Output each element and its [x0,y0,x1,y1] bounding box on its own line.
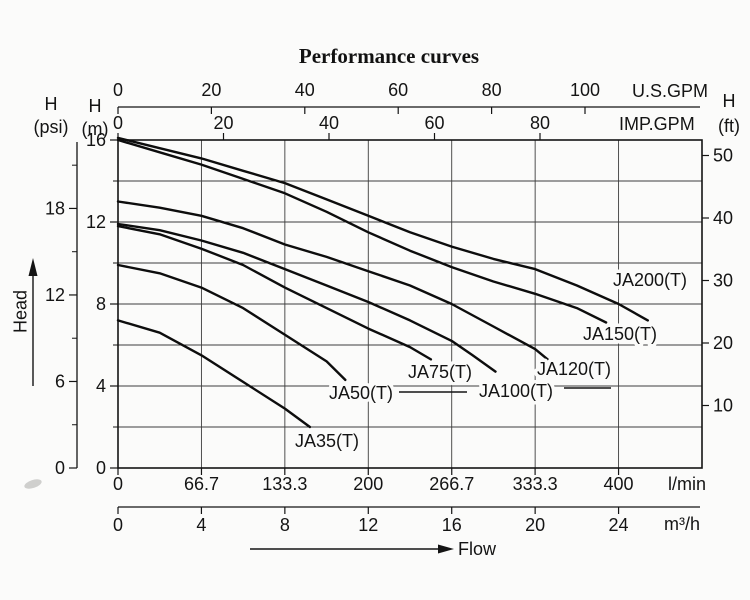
svg-text:40: 40 [713,208,733,228]
head-m-axis-unit: (m) [81,119,109,139]
m3h-axis-label: m³/h [664,514,700,534]
head-ft-axis-title: H [722,91,736,111]
svg-text:20: 20 [201,80,221,100]
svg-text:4: 4 [96,376,106,396]
flow-arrow-head-icon [438,544,454,554]
svg-text:40: 40 [319,113,339,133]
svg-text:JA75(T): JA75(T) [408,362,472,382]
svg-text:40: 40 [295,80,315,100]
svg-text:100: 100 [570,80,600,100]
plot-border [76,106,703,508]
svg-text:20: 20 [213,113,233,133]
svg-text:JA120(T): JA120(T) [537,359,611,379]
svg-text:200: 200 [353,474,383,494]
imp-gpm-axis-label: IMP.GPM [619,114,695,134]
svg-text:12: 12 [45,285,65,305]
svg-text:133.3: 133.3 [262,474,307,494]
svg-text:0: 0 [113,515,123,535]
svg-text:JA50(T): JA50(T) [329,383,393,403]
us-gpm-axis-label: U.S.GPM [632,81,709,101]
svg-text:8: 8 [96,294,106,314]
svg-text:6: 6 [55,371,65,391]
svg-text:24: 24 [609,515,629,535]
svg-text:JA200(T): JA200(T) [613,270,687,290]
head-arrow-head-icon [28,258,38,276]
svg-text:16: 16 [86,130,106,150]
svg-text:18: 18 [45,198,65,218]
gridlines [118,140,702,468]
arrows [28,258,454,554]
svg-text:80: 80 [530,113,550,133]
pump-curves [116,136,649,429]
svg-text:16: 16 [442,515,462,535]
svg-text:10: 10 [713,396,733,416]
svg-text:20: 20 [713,333,733,353]
scan-artifact [24,479,42,489]
svg-text:30: 30 [713,271,733,291]
svg-text:0: 0 [113,80,123,100]
svg-text:400: 400 [604,474,634,494]
svg-text:50: 50 [713,146,733,166]
curve-labels: JA35(T) JA50(T) JA75(T) JA100(T)JA120(T) JA1… [291,267,690,455]
axis-ticks [69,107,709,514]
flow-arrow-label: Flow [458,539,497,559]
head-ft-axis-unit: (ft) [718,116,740,136]
head-psi-axis-unit: (psi) [33,117,69,137]
svg-text:0: 0 [113,113,123,133]
svg-text:60: 60 [388,80,408,100]
svg-text:12: 12 [86,212,106,232]
svg-text:266.7: 266.7 [429,474,474,494]
svg-text:20: 20 [525,515,545,535]
svg-text:60: 60 [424,113,444,133]
page-title: Performance curves [298,44,480,68]
svg-text:4: 4 [196,515,206,535]
svg-text:333.3: 333.3 [513,474,558,494]
head-arrow-label: Head [10,289,31,334]
svg-text:0: 0 [96,458,106,478]
svg-text:JA100(T): JA100(T) [479,381,553,401]
head-m-axis-title: H [88,96,102,116]
svg-text:8: 8 [280,515,290,535]
svg-text:12: 12 [358,515,378,535]
svg-text:JA35(T): JA35(T) [295,431,359,451]
svg-text:66.7: 66.7 [184,474,219,494]
head-psi-axis-title: H [44,94,58,114]
lmin-axis-label: l/min [668,474,707,494]
svg-text:JA150(T): JA150(T) [583,324,657,344]
svg-text:0: 0 [113,474,123,494]
svg-text:0: 0 [55,458,65,478]
svg-text:80: 80 [482,80,502,100]
